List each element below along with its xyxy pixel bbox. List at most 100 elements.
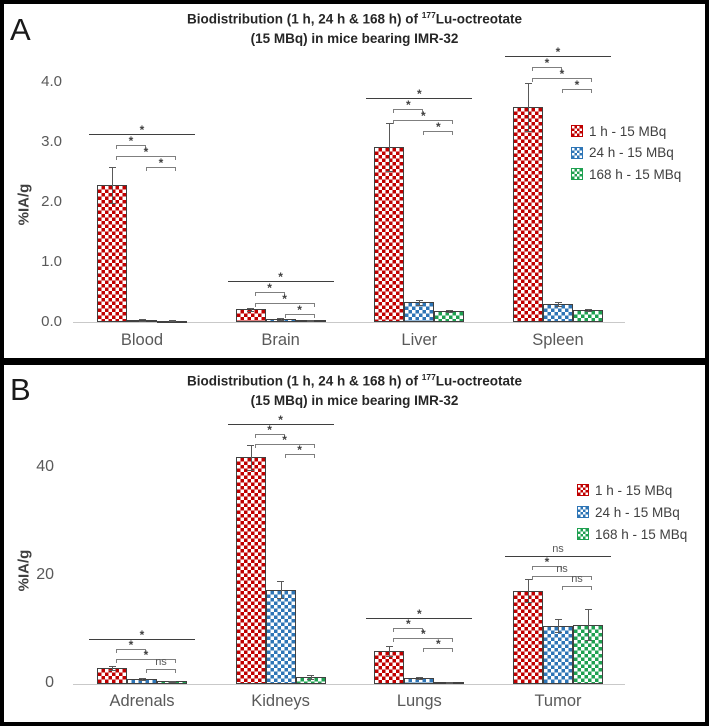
sig-bracket-blood: [116, 156, 176, 158]
sig-label-adrenals: *: [139, 628, 145, 643]
sig-bracket-tick: [591, 78, 592, 83]
sig-bracket-tick: [313, 444, 315, 449]
legend-text-1h: 1 h - 15 MBq: [589, 123, 667, 139]
sig-bracket-tick: [175, 167, 176, 172]
sig-bracket-spleen: [532, 78, 592, 80]
error-bar-lungs-1h: [389, 646, 391, 656]
error-bar-liver-1h: [389, 122, 391, 171]
y-tick-3-0: 3.0: [41, 132, 62, 150]
x-label-brain: Brain: [261, 331, 300, 349]
error-cap-top: [584, 308, 592, 310]
error-cap-top: [168, 680, 176, 682]
sig-bracket-tick: [146, 167, 147, 172]
sig-bracket-brain: [254, 292, 285, 294]
sig-bracket-tumor: [532, 566, 562, 568]
x-label-kidneys: Kidneys: [251, 692, 310, 710]
legend-swatch-24h: [571, 146, 583, 159]
x-label-spleen: Spleen: [532, 331, 584, 349]
sig-bracket-lungs: [393, 628, 424, 630]
error-bar-lungs-24h: [419, 676, 421, 680]
sig-label-spleen: *: [555, 45, 561, 60]
error-cap-bottom: [108, 669, 116, 671]
sig-bracket-tick: [452, 638, 454, 643]
sig-bracket-liver: [393, 109, 424, 111]
sig-bracket-tick: [175, 669, 176, 674]
sig-bracket-liver: [393, 120, 454, 122]
legend-item-1h: 1 h - 15 MBq: [571, 123, 667, 139]
sig-bracket-tick: [283, 434, 285, 439]
sig-bracket-tick: [591, 576, 592, 581]
sig-bracket-tick: [532, 576, 533, 581]
y-tick-20: 20: [36, 566, 54, 584]
legend-swatch-24h: [577, 506, 589, 518]
sig-bracket-tick: [422, 109, 424, 114]
legend-item-24h: 24 h - 15 MBq: [577, 505, 680, 520]
sig-bracket-tick: [145, 649, 146, 654]
sig-bracket-tick: [452, 131, 454, 136]
sig-bracket-liver: [366, 98, 473, 100]
legend-text-168h: 168 h - 15 MBq: [589, 166, 682, 182]
error-bar-liver-24h: [419, 299, 421, 305]
sig-label-adrenals: *: [143, 648, 149, 663]
sig-label-kidneys: *: [267, 423, 272, 438]
legend-item-168h: 168 h - 15 MBq: [571, 166, 682, 182]
sig-bracket-brain: [284, 314, 315, 316]
x-label-tumor: Tumor: [534, 692, 582, 710]
sig-bracket-lungs: [366, 618, 473, 620]
error-cap-bottom: [307, 678, 315, 680]
bar-lungs-1h: [374, 651, 405, 684]
sig-bracket-liver: [423, 131, 454, 133]
sig-bracket-tick: [532, 566, 533, 571]
error-cap-top: [247, 444, 255, 446]
legend-swatch-168h: [571, 168, 583, 180]
sig-bracket-adrenals: [116, 659, 176, 661]
sig-label-spleen: *: [574, 78, 580, 93]
error-cap-bottom: [247, 469, 255, 471]
error-cap-bottom: [385, 170, 393, 172]
sig-label-kidneys: *: [297, 443, 302, 458]
error-cap-top: [168, 320, 176, 322]
sig-bracket-tick: [145, 145, 146, 150]
sig-bracket-adrenals: [89, 639, 195, 641]
legend-item-168h: 168 h - 15 MBq: [577, 527, 687, 542]
sig-label-brain: *: [267, 281, 272, 296]
y-tick-40: 40: [36, 458, 54, 476]
error-cap-top: [385, 122, 393, 124]
bar-kidneys-24h: [265, 589, 296, 684]
sig-bracket-tick: [422, 628, 424, 633]
sig-bracket-tick: [116, 649, 117, 654]
sig-bracket-tick: [562, 89, 563, 94]
sig-bracket-tick: [284, 454, 286, 459]
error-cap-top: [584, 609, 592, 611]
sig-bracket-blood: [89, 134, 195, 136]
error-cap-bottom: [307, 320, 315, 322]
sig-bracket-tick: [393, 109, 395, 114]
sig-bracket-tick: [561, 67, 562, 72]
error-cap-top: [415, 676, 423, 678]
sig-bracket-tick: [254, 303, 256, 308]
error-cap-bottom: [554, 632, 562, 634]
sig-bracket-blood: [116, 145, 146, 147]
legend-swatch-1h: [571, 125, 583, 137]
sig-bracket-kidneys: [227, 424, 334, 426]
sig-label-brain: *: [297, 303, 302, 318]
error-cap-bottom: [108, 203, 116, 205]
sig-bracket-kidneys: [284, 454, 315, 456]
panel-b-title-line2: (15 MBq) in mice bearing IMR-32: [250, 392, 459, 408]
sig-bracket-blood: [146, 167, 176, 169]
sig-label-liver: *: [416, 87, 422, 102]
error-cap-bottom: [247, 311, 255, 313]
sig-bracket-tick: [591, 89, 592, 94]
error-bar-tumor-24h: [558, 619, 559, 633]
sig-bracket-brain: [254, 303, 315, 305]
error-bar-kidneys-24h: [280, 581, 282, 598]
error-bar-kidneys-1h: [250, 444, 252, 470]
sig-bracket-tick: [254, 434, 256, 439]
sig-bracket-tick: [591, 586, 592, 591]
error-bar-adrenals-1h: [112, 665, 113, 670]
panel-a-title-line2: (15 MBq) in mice bearing IMR-32: [250, 30, 459, 46]
error-bar-spleen-24h: [558, 302, 559, 306]
sig-label-spleen: *: [544, 56, 550, 71]
error-cap-top: [247, 307, 255, 309]
sig-label-blood: *: [158, 156, 164, 171]
